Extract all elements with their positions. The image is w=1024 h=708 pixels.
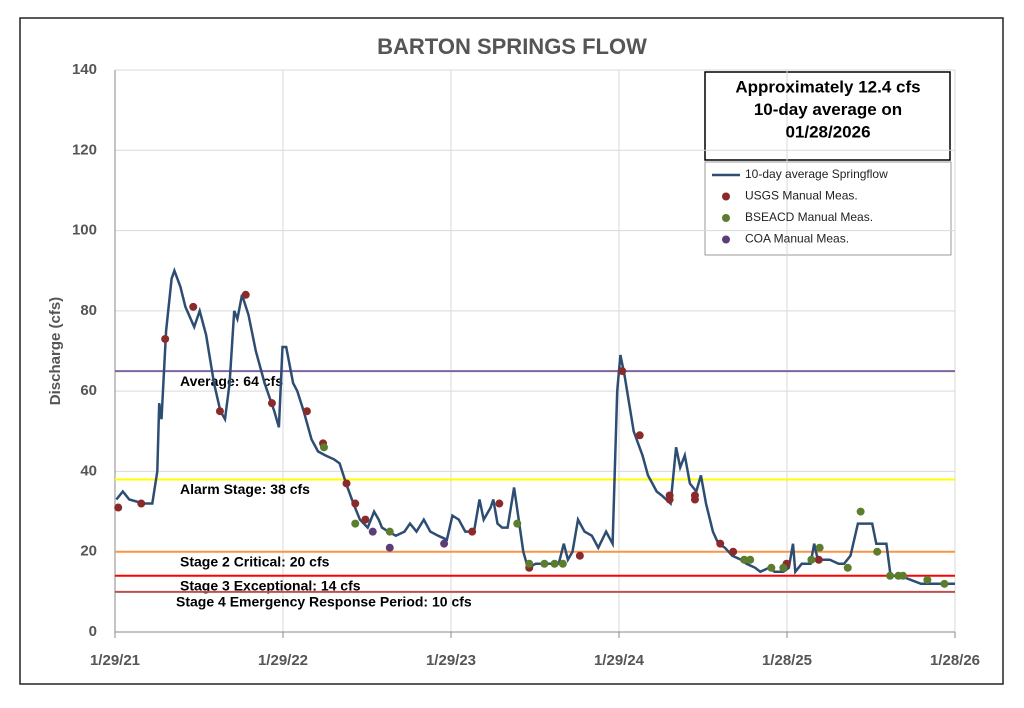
measurement-point [137, 499, 146, 508]
measurement-point [385, 527, 394, 536]
annotation-box [704, 71, 951, 161]
reference-label: Stage 2 Critical: 20 cfs [180, 553, 330, 569]
annotation-text: Approximately 12.4 cfs [735, 77, 920, 96]
y-tick-label: 0 [89, 623, 97, 640]
measurement-point [618, 367, 627, 376]
y-tick-label: 20 [80, 543, 97, 560]
reference-label: Average: 64 cfs [180, 373, 283, 389]
measurement-point [267, 399, 276, 408]
measurement-point [351, 499, 360, 508]
y-tick-label: 40 [80, 462, 97, 479]
annotation-text: 10-day average on [754, 100, 902, 119]
measurement-point [495, 499, 504, 508]
legend-label: COA Manual Meas. [745, 232, 849, 246]
measurement-point [241, 290, 250, 299]
measurement-point [740, 555, 749, 564]
measurement-point [215, 407, 224, 416]
x-tick-label: 1/28/25 [762, 652, 812, 669]
measurement-point [342, 479, 351, 488]
measurement-point [468, 527, 477, 536]
legend-swatch [722, 214, 730, 222]
measurement-point [746, 555, 755, 564]
legend-swatch [722, 235, 730, 244]
legend-label: BSEACD Manual Meas. [745, 210, 873, 224]
measurement-point [385, 543, 394, 552]
legend-box [704, 161, 952, 256]
measurement-point [815, 543, 824, 552]
measurement-point [843, 563, 852, 572]
legend-swatch [722, 192, 730, 201]
measurement-point [923, 575, 932, 584]
measurement-point [189, 302, 198, 311]
measurement-point [114, 503, 123, 512]
measurement-point [690, 495, 699, 504]
measurement-point [940, 579, 949, 588]
measurement-point [886, 571, 895, 580]
x-tick-label: 1/29/24 [594, 652, 645, 669]
measurement-point [319, 443, 328, 452]
measurement-point [575, 551, 584, 560]
measurement-point [513, 519, 522, 528]
measurement-point [729, 547, 738, 556]
y-tick-label: 120 [72, 141, 97, 158]
measurement-point [635, 431, 644, 440]
measurement-point [302, 407, 311, 416]
x-tick-label: 1/29/21 [90, 652, 140, 669]
reference-label: Alarm Stage: 38 cfs [180, 481, 310, 497]
legend-label: USGS Manual Meas. [745, 189, 858, 203]
measurement-point [558, 559, 567, 568]
measurement-point [779, 563, 788, 572]
measurement-point [540, 559, 549, 568]
measurement-point [807, 555, 816, 564]
reference-label: Stage 4 Emergency Response Period: 10 cf… [176, 594, 472, 610]
y-tick-label: 60 [80, 382, 97, 399]
y-tick-label: 140 [72, 61, 97, 78]
y-tick-label: 100 [72, 222, 97, 239]
reference-label: Stage 3 Exceptional: 14 cfs [180, 578, 361, 594]
measurement-point [440, 539, 449, 548]
measurement-point [351, 519, 360, 528]
measurement-point [161, 334, 170, 343]
x-tick-label: 1/29/22 [258, 652, 308, 669]
annotation-text: 01/28/2026 [785, 122, 870, 141]
measurement-point [898, 571, 907, 580]
measurement-point [856, 507, 865, 516]
measurement-point [814, 555, 823, 564]
measurement-point [873, 547, 882, 556]
x-tick-label: 1/29/23 [426, 652, 476, 669]
y-tick-label: 80 [80, 302, 97, 319]
y-axis-label: Discharge (cfs) [47, 297, 64, 405]
measurement-point [716, 539, 725, 548]
measurement-point [665, 495, 674, 504]
measurement-point [550, 559, 559, 568]
measurement-point [361, 515, 370, 524]
x-tick-label: 1/28/26 [930, 652, 980, 669]
measurement-point [767, 563, 776, 572]
measurement-point [525, 559, 534, 568]
legend-label: 10-day average Springflow [745, 167, 888, 181]
chart-title: BARTON SPRINGS FLOW [377, 34, 647, 59]
measurement-point [368, 527, 377, 536]
